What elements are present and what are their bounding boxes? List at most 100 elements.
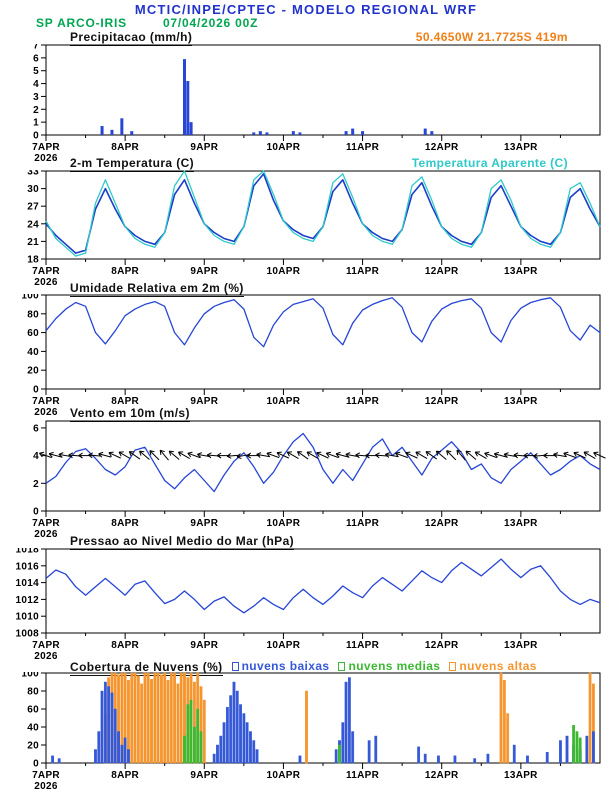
svg-text:2026: 2026 (34, 781, 58, 792)
svg-text:5: 5 (33, 66, 39, 77)
svg-text:11APR: 11APR (346, 396, 380, 407)
svg-text:1012: 1012 (16, 595, 40, 606)
svg-text:20: 20 (27, 366, 39, 377)
svg-text:11APR: 11APR (346, 266, 380, 277)
svg-text:4: 4 (33, 79, 39, 90)
svg-text:0: 0 (33, 131, 39, 142)
svg-text:8APR: 8APR (111, 142, 139, 153)
legend-nuvens-medias: nuvens medias (338, 659, 440, 673)
run-datetime: 07/04/2026 00Z (162, 16, 259, 30)
svg-text:7APR: 7APR (32, 640, 60, 651)
svg-text:27: 27 (27, 202, 39, 213)
svg-text:10APR: 10APR (267, 396, 301, 407)
svg-text:8APR: 8APR (111, 518, 139, 529)
svg-text:1008: 1008 (16, 629, 40, 640)
svg-text:1010: 1010 (16, 612, 40, 623)
svg-text:10APR: 10APR (267, 266, 301, 277)
svg-text:8APR: 8APR (111, 266, 139, 277)
svg-text:100: 100 (21, 294, 39, 302)
svg-text:7APR: 7APR (32, 770, 60, 781)
svg-text:9APR: 9APR (190, 396, 218, 407)
svg-text:7APR: 7APR (32, 518, 60, 529)
svg-text:1016: 1016 (16, 561, 40, 572)
svg-text:80: 80 (27, 687, 39, 698)
svg-text:13APR: 13APR (504, 518, 538, 529)
svg-text:33: 33 (27, 170, 39, 178)
svg-text:2: 2 (33, 105, 39, 116)
rh-title: Umidade Relativa em 2m (%) (70, 281, 244, 297)
clouds-title-row: Cobertura de Nuvens (%) nuvens baixas nu… (70, 659, 568, 676)
legend-nuvens-baixas: nuvens baixas (231, 659, 330, 673)
svg-text:2026: 2026 (34, 407, 58, 418)
precip-title-row: Precipitacao (mm/h) 50.4650W 21.7725S 41… (70, 30, 568, 46)
svg-text:100: 100 (21, 672, 39, 680)
svg-text:40: 40 (27, 347, 39, 358)
svg-text:24: 24 (27, 219, 39, 230)
svg-text:12APR: 12APR (425, 770, 459, 781)
svg-text:12APR: 12APR (425, 266, 459, 277)
svg-text:7: 7 (33, 44, 39, 52)
svg-text:9APR: 9APR (190, 640, 218, 651)
svg-text:13APR: 13APR (504, 770, 538, 781)
svg-text:13APR: 13APR (504, 142, 538, 153)
legend-label-altas: nuvens altas (459, 659, 537, 673)
svg-text:9APR: 9APR (190, 266, 218, 277)
apparent-temp-label: Temperatura Aparente (C) (411, 156, 568, 170)
station-line: SP ARCO-IRIS 07/04/2026 00Z (36, 16, 258, 30)
legend-label-medias: nuvens medias (348, 659, 441, 673)
svg-text:11APR: 11APR (346, 142, 380, 153)
legend-swatch-baixas-icon (231, 661, 239, 671)
svg-text:11APR: 11APR (346, 518, 380, 529)
location-label: 50.4650W 21.7725S 419m (415, 30, 568, 44)
report-title: MCTIC/INPE/CPTEC - MODELO REGIONAL WRF (134, 2, 478, 17)
svg-text:1018: 1018 (16, 548, 40, 556)
legend-swatch-altas-icon (449, 661, 457, 671)
svg-text:13APR: 13APR (504, 640, 538, 651)
svg-text:3: 3 (33, 92, 39, 103)
legend-label-baixas: nuvens baixas (241, 659, 330, 673)
svg-text:6: 6 (33, 53, 39, 64)
svg-text:40: 40 (27, 723, 39, 734)
svg-text:12APR: 12APR (425, 142, 459, 153)
svg-text:9APR: 9APR (190, 518, 218, 529)
station-name: SP ARCO-IRIS (36, 16, 127, 30)
svg-text:12APR: 12APR (425, 396, 459, 407)
svg-text:2026: 2026 (34, 651, 58, 662)
svg-text:10APR: 10APR (267, 640, 301, 651)
svg-text:9APR: 9APR (190, 142, 218, 153)
svg-text:8APR: 8APR (111, 640, 139, 651)
temp-title-row: 2-m Temperatura (C) Temperatura Aparente… (70, 156, 568, 172)
svg-text:2026: 2026 (34, 277, 58, 288)
svg-text:1014: 1014 (16, 578, 40, 589)
svg-text:2: 2 (33, 479, 39, 490)
svg-text:0: 0 (33, 759, 39, 770)
svg-text:2026: 2026 (34, 529, 58, 540)
svg-text:0: 0 (33, 385, 39, 396)
legend-nuvens-altas: nuvens altas (449, 659, 537, 673)
svg-text:21: 21 (27, 237, 39, 248)
svg-text:2026: 2026 (34, 153, 58, 164)
svg-text:80: 80 (27, 309, 39, 320)
svg-text:9APR: 9APR (190, 770, 218, 781)
svg-text:12APR: 12APR (425, 518, 459, 529)
svg-text:7APR: 7APR (32, 396, 60, 407)
svg-text:10APR: 10APR (267, 518, 301, 529)
svg-text:10APR: 10APR (267, 142, 301, 153)
svg-text:10APR: 10APR (267, 770, 301, 781)
svg-text:1: 1 (33, 118, 39, 129)
svg-text:13APR: 13APR (504, 396, 538, 407)
svg-text:12APR: 12APR (425, 640, 459, 651)
svg-text:4: 4 (33, 451, 39, 462)
rh-title-row: Umidade Relativa em 2m (%) (70, 281, 568, 297)
svg-text:8APR: 8APR (111, 770, 139, 781)
svg-text:0: 0 (33, 507, 39, 518)
svg-text:11APR: 11APR (346, 640, 380, 651)
svg-text:60: 60 (27, 328, 39, 339)
svg-text:6: 6 (33, 423, 39, 434)
legend-swatch-medias-icon (338, 661, 346, 671)
